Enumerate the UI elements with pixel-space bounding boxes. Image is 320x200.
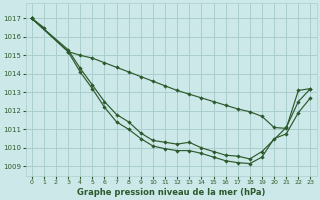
X-axis label: Graphe pression niveau de la mer (hPa): Graphe pression niveau de la mer (hPa)	[77, 188, 265, 197]
